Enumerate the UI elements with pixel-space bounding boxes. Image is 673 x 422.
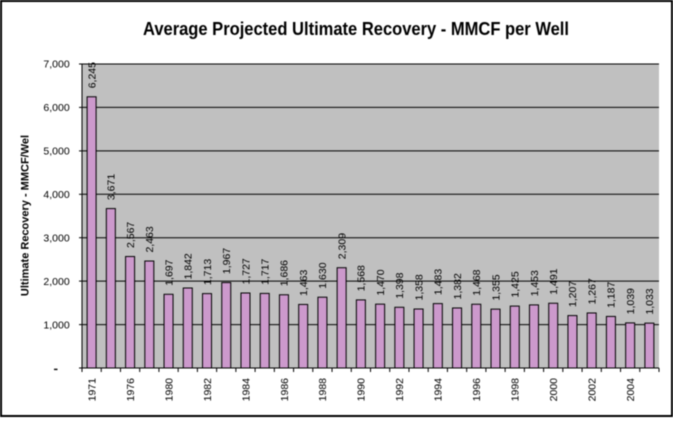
svg-text:1,358: 1,358 — [413, 274, 425, 300]
svg-text:1,967: 1,967 — [221, 248, 233, 274]
svg-text:Ultimate Recovery - MMCF/Wel: Ultimate Recovery - MMCF/Wel — [19, 135, 31, 296]
svg-text:1992: 1992 — [394, 378, 406, 402]
svg-text:1,033: 1,033 — [644, 288, 656, 314]
svg-text:1,717: 1,717 — [260, 258, 272, 284]
svg-text:6,000: 6,000 — [43, 102, 69, 114]
svg-text:1,697: 1,697 — [163, 259, 175, 285]
svg-text:1982: 1982 — [202, 378, 214, 402]
svg-text:1,713: 1,713 — [202, 259, 214, 285]
svg-text:5,000: 5,000 — [43, 146, 69, 158]
svg-text:2,463: 2,463 — [144, 226, 156, 252]
svg-text:2,000: 2,000 — [43, 276, 69, 288]
svg-text:1971: 1971 — [86, 378, 98, 402]
svg-text:2,567: 2,567 — [125, 222, 137, 248]
svg-text:7,000: 7,000 — [43, 59, 69, 71]
svg-text:1998: 1998 — [510, 378, 522, 402]
svg-text:1976: 1976 — [125, 378, 137, 402]
svg-text:1,630: 1,630 — [317, 262, 329, 288]
svg-text:2004: 2004 — [625, 378, 637, 402]
svg-text:1,187: 1,187 — [606, 282, 618, 308]
svg-text:1,842: 1,842 — [183, 253, 195, 279]
svg-text:3,000: 3,000 — [43, 232, 69, 244]
svg-text:1,207: 1,207 — [567, 281, 579, 307]
svg-text:1,453: 1,453 — [529, 270, 541, 296]
svg-text:1,425: 1,425 — [510, 271, 522, 297]
svg-text:1,491: 1,491 — [548, 268, 560, 294]
svg-text:1996: 1996 — [471, 378, 483, 402]
svg-text:1984: 1984 — [240, 378, 252, 402]
svg-text:2002: 2002 — [586, 378, 598, 402]
svg-text:1994: 1994 — [433, 378, 445, 402]
svg-text:6,245: 6,245 — [86, 62, 98, 88]
svg-text:1,568: 1,568 — [356, 265, 368, 291]
svg-text:1,355: 1,355 — [490, 274, 502, 300]
svg-text:1,382: 1,382 — [452, 273, 464, 299]
svg-text:4,000: 4,000 — [43, 189, 69, 201]
svg-text:1,483: 1,483 — [433, 269, 445, 295]
svg-text:2000: 2000 — [548, 378, 560, 402]
svg-text:1,727: 1,727 — [240, 258, 252, 284]
svg-text:1990: 1990 — [356, 378, 368, 402]
svg-text:1,000: 1,000 — [43, 319, 69, 331]
svg-text:2,309: 2,309 — [336, 233, 348, 259]
svg-text:1980: 1980 — [163, 378, 175, 402]
svg-text:1988: 1988 — [317, 378, 329, 402]
svg-text:1,267: 1,267 — [586, 278, 598, 304]
svg-text:1,468: 1,468 — [471, 269, 483, 295]
svg-text:1,470: 1,470 — [375, 269, 387, 295]
svg-text:Average Projected Ultimate Rec: Average Projected Ultimate Recovery - MM… — [143, 19, 569, 39]
svg-text:1,463: 1,463 — [298, 270, 310, 296]
svg-text:1986: 1986 — [279, 378, 291, 402]
svg-text:1,686: 1,686 — [279, 260, 291, 286]
svg-text:1,398: 1,398 — [394, 272, 406, 298]
svg-text:1,039: 1,039 — [625, 288, 637, 314]
svg-text:3,671: 3,671 — [106, 174, 118, 200]
